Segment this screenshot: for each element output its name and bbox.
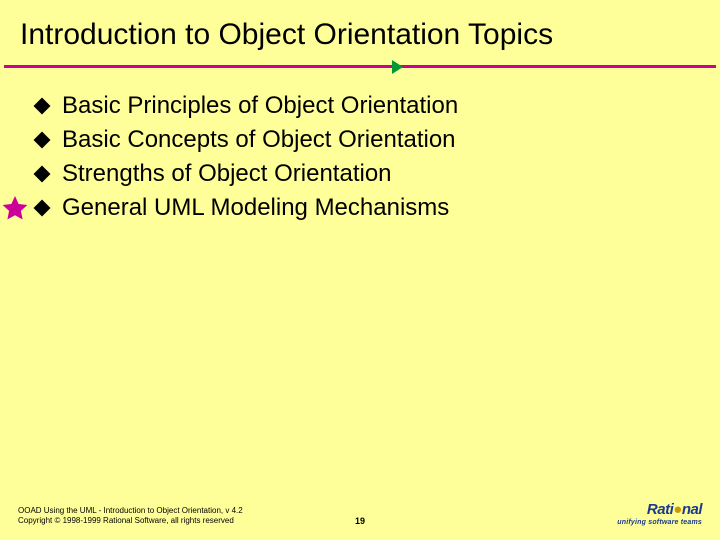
footer-line-1: OOAD Using the UML - Introduction to Obj…	[18, 506, 243, 516]
rule-line	[4, 65, 716, 68]
list-item: General UML Modeling Mechanisms	[36, 194, 720, 222]
bullet-text: Strengths of Object Orientation	[62, 160, 392, 188]
page-number: 19	[355, 516, 365, 526]
bullet-text: Basic Principles of Object Orientation	[62, 92, 458, 120]
page-title: Introduction to Object Orientation Topic…	[0, 0, 720, 60]
title-rule	[4, 60, 716, 74]
diamond-bullet-icon	[34, 98, 51, 115]
footer-credits: OOAD Using the UML - Introduction to Obj…	[18, 506, 243, 526]
star-icon	[2, 196, 28, 227]
diamond-bullet-icon	[34, 132, 51, 149]
logo-text-post: nal	[682, 501, 702, 518]
diamond-bullet-icon	[34, 166, 51, 183]
list-item: Strengths of Object Orientation	[36, 160, 720, 188]
footer-line-2: Copyright © 1998-1999 Rational Software,…	[18, 516, 243, 526]
bullet-text: Basic Concepts of Object Orientation	[62, 126, 456, 154]
diamond-bullet-icon	[34, 200, 51, 217]
rule-triangle-icon	[392, 60, 403, 74]
bullet-list: Basic Principles of Object Orientation Ba…	[0, 92, 720, 222]
logo-main: Rati●nal	[647, 501, 702, 518]
list-item: Basic Concepts of Object Orientation	[36, 126, 720, 154]
list-item: Basic Principles of Object Orientation	[36, 92, 720, 120]
logo-subtitle: unifying software teams	[617, 519, 702, 526]
logo-dot-icon: ●	[673, 501, 682, 518]
rational-logo: Rati●nal unifying software teams	[617, 501, 702, 526]
bullet-text: General UML Modeling Mechanisms	[62, 194, 449, 222]
logo-text-pre: Rati	[647, 501, 673, 518]
